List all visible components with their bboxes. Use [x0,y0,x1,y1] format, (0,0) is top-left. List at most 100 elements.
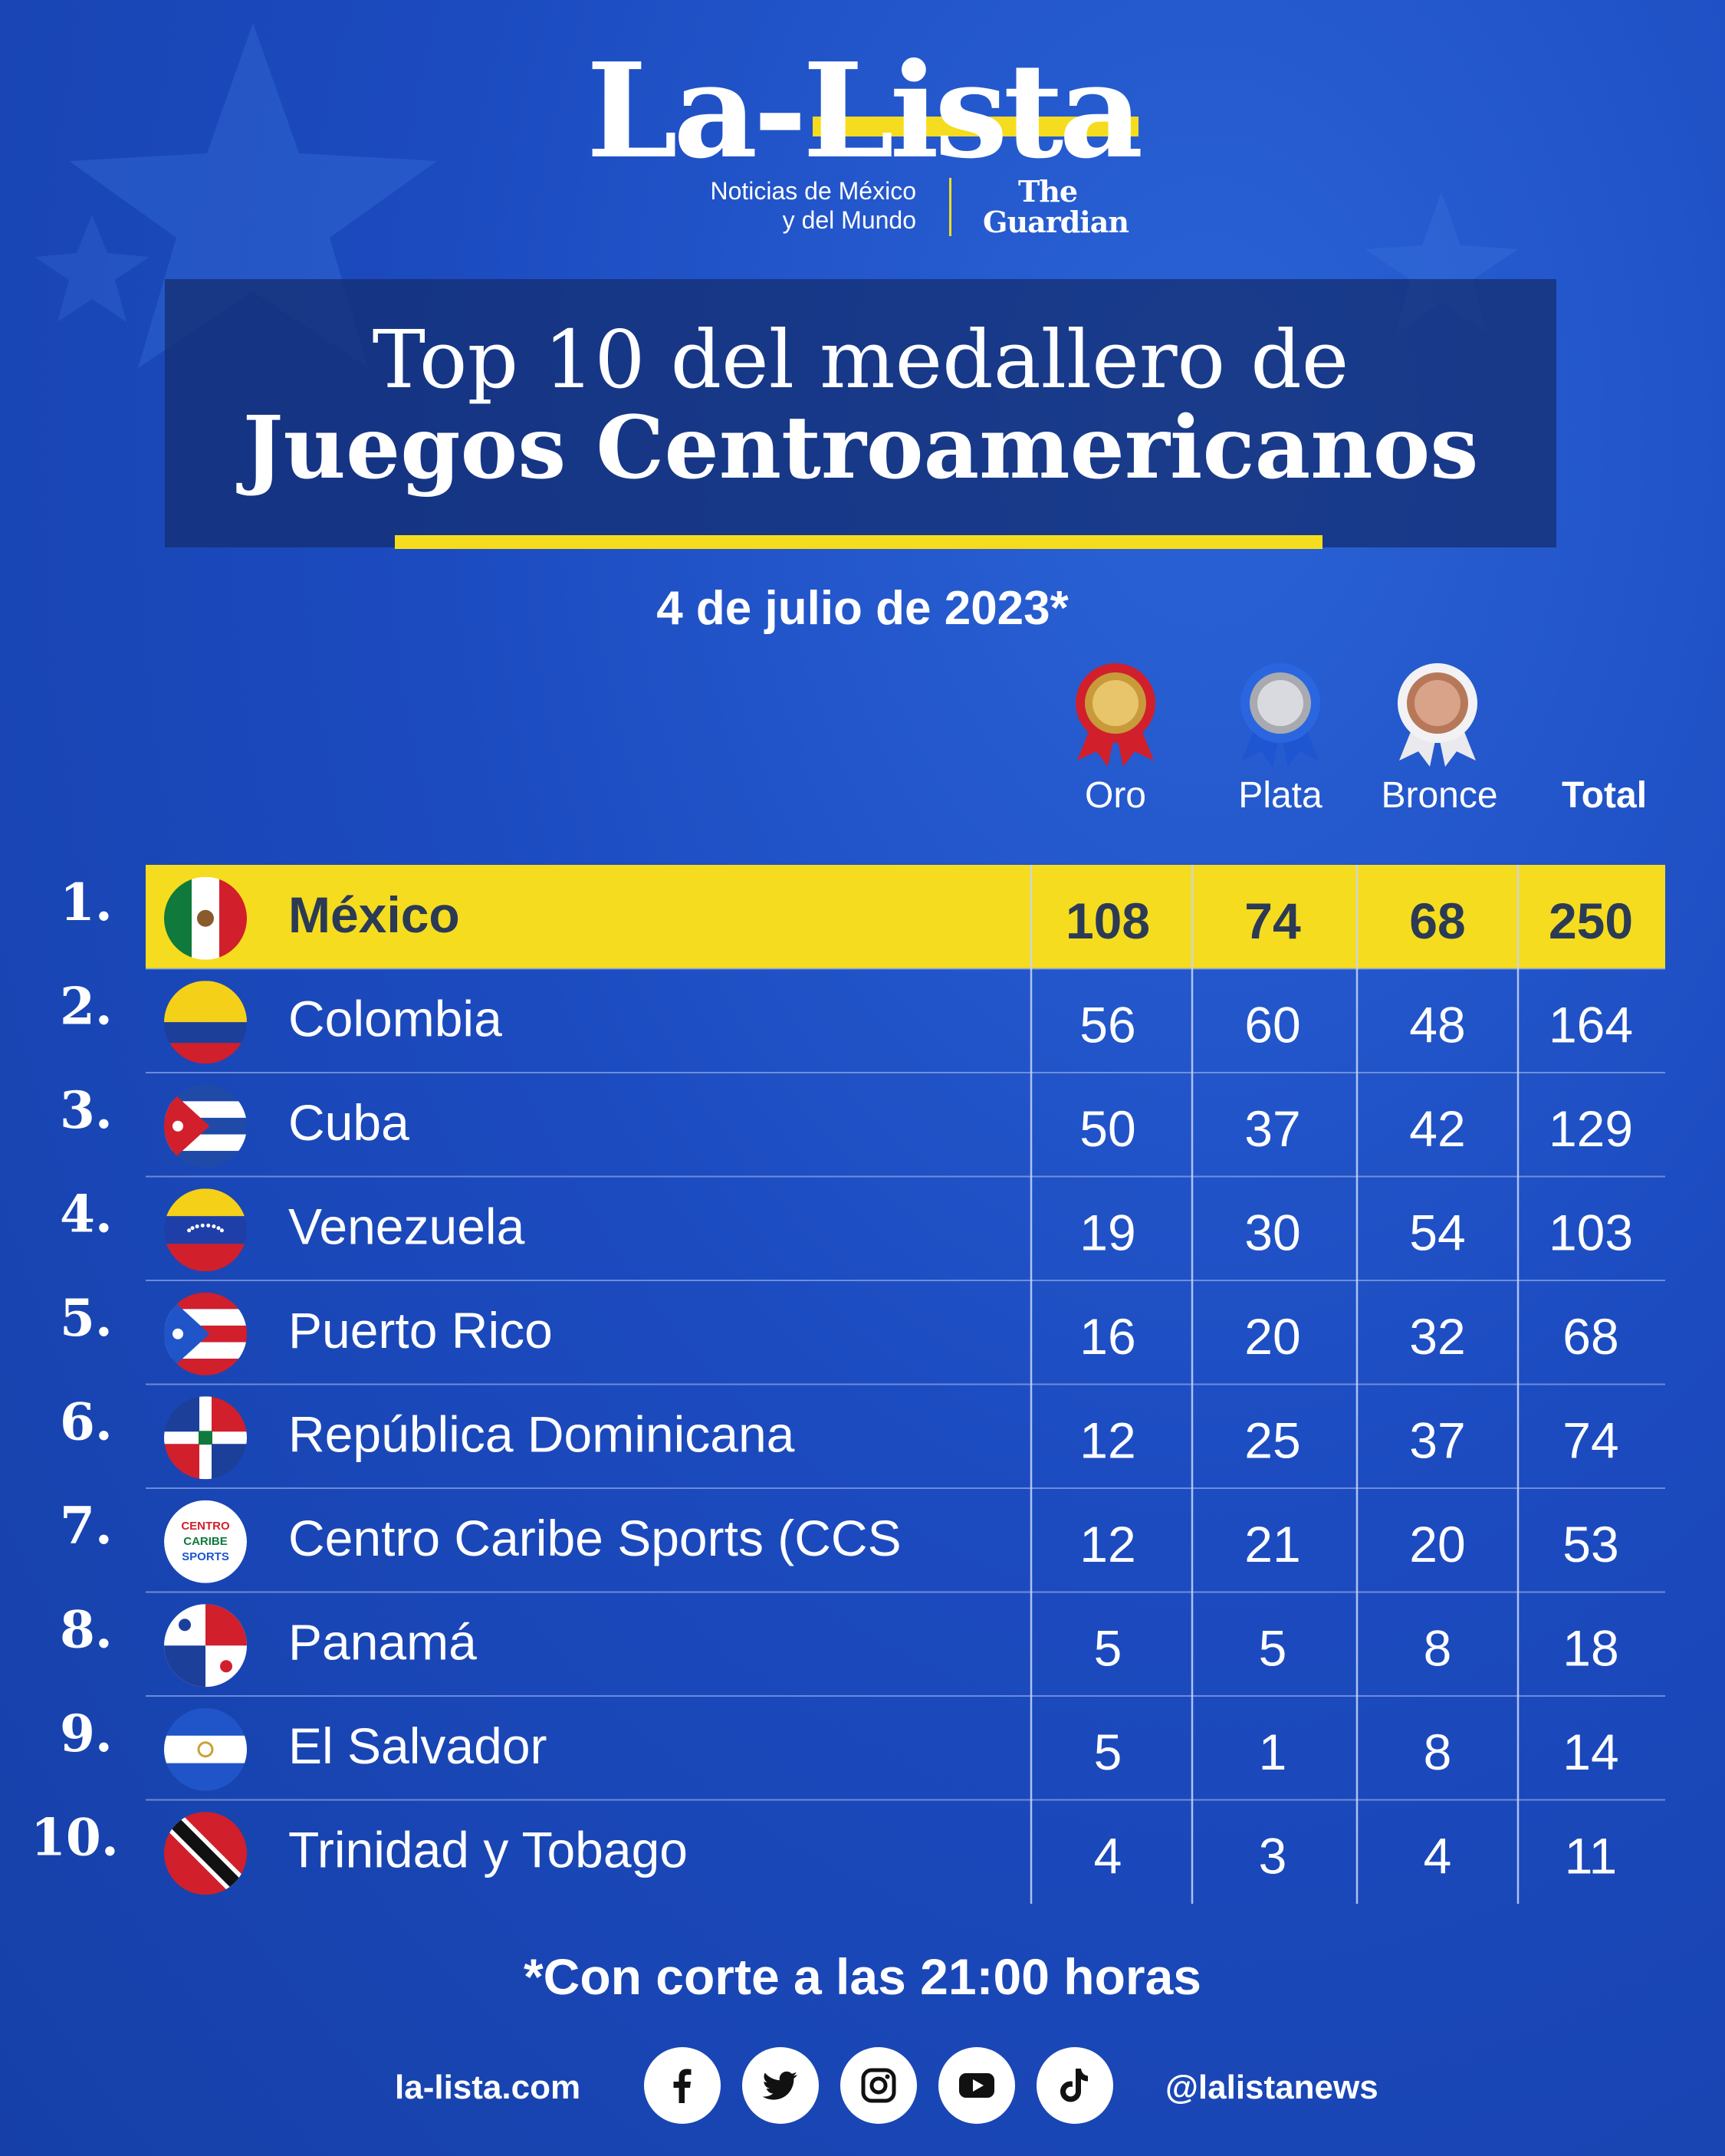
tagline-line-2: y del Mundo [782,206,916,234]
medal-count-plata: 37 [1244,1100,1300,1157]
medal-count-plata: 1 [1259,1724,1287,1780]
medal-count-plata: 3 [1259,1827,1287,1884]
country-name: Puerto Rico [288,1302,553,1359]
social-handle[interactable]: @lalistanews [1165,2069,1378,2106]
medal-count-total: 250 [1549,892,1633,949]
medal-count-plata: 5 [1259,1619,1287,1676]
rank-number: 9. [60,1704,113,1763]
trinidad-tobago-flag [164,1812,247,1895]
medal-count-bronce: 20 [1409,1516,1465,1573]
website-link[interactable]: la-lista.com [395,2069,581,2106]
medal-count-plata: 74 [1244,892,1301,949]
rank-number: 4. [60,1184,113,1244]
rank-number: 8. [60,1599,113,1659]
svg-text:CARIBE: CARIBE [183,1535,228,1548]
logo-text: La-Lista [586,35,1144,188]
twitter-icon[interactable] [742,2047,819,2124]
medal-count-plata: 30 [1244,1204,1300,1260]
rank-number: 5. [60,1288,113,1348]
tiktok-icon[interactable] [1037,2047,1113,2124]
medal-count-bronce: 8 [1424,1724,1452,1780]
ccs-logo: CENTRO CARIBE SPORTS [164,1500,247,1583]
cuba-flag [164,1084,247,1168]
rank-number: 1. [60,873,113,932]
country-name: México [288,886,460,943]
medal-count-bronce: 48 [1409,996,1465,1053]
country-name: Trinidad y Tobago [288,1821,688,1878]
medal-count-plata: 25 [1244,1412,1300,1468]
country-name: Panamá [288,1613,477,1670]
title-box: Top 10 del medallero de Juegos Centroame… [165,279,1556,547]
medal-count-total: 103 [1549,1204,1633,1260]
rank-number: 3. [60,1080,113,1140]
column-header-plata: Plata [1238,775,1322,816]
brand-logo: La-Lista [0,46,1725,176]
tagline-line-1: Noticias de México [710,177,916,205]
medal-count-bronce: 37 [1409,1412,1465,1468]
medal-count-total: 129 [1549,1100,1633,1157]
bronze-medal-icon [1398,663,1477,767]
colombia-flag [164,981,247,1064]
medal-count-plata: 60 [1244,996,1300,1053]
medal-count-total: 18 [1562,1619,1618,1676]
mexico-flag [164,876,247,960]
country-name: Colombia [288,990,502,1047]
medal-count-bronce: 68 [1409,892,1465,949]
medal-count-oro: 50 [1079,1100,1135,1157]
country-name: El Salvador [288,1717,547,1774]
medal-count-oro: 12 [1079,1516,1135,1573]
medal-count-total: 14 [1562,1724,1618,1780]
medal-count-oro: 4 [1094,1827,1122,1884]
medal-count-bronce: 4 [1424,1827,1452,1884]
facebook-icon[interactable] [644,2047,721,2124]
puerto-rico-flag [164,1292,247,1375]
guardian-logo: The Guardian [983,176,1129,238]
medal-count-oro: 12 [1079,1412,1135,1468]
youtube-icon[interactable] [938,2047,1015,2124]
brand-tagline: Noticias de México y del Mundo [710,176,916,235]
medal-count-oro: 5 [1094,1619,1122,1676]
instagram-icon[interactable] [840,2047,917,2124]
panama-flag [164,1604,247,1688]
rank-number: 2. [60,976,113,1036]
rank-number: 10. [31,1807,119,1867]
footer: la-lista.com @lalistanews [0,2047,1725,2131]
medal-count-bronce: 42 [1409,1100,1465,1157]
logo-highlight-bar [812,117,1139,136]
medal-count-plata: 21 [1244,1516,1300,1573]
column-header-oro: Oro [1084,775,1146,816]
medal-count-oro: 5 [1094,1724,1122,1780]
footnote: *Con corte a las 21:00 horas [523,1948,1202,2005]
country-name: Venezuela [288,1198,525,1254]
column-header-bronce: Bronce [1381,775,1498,816]
venezuela-flag [164,1188,247,1272]
date-label: 4 de julio de 2023* [656,582,1069,635]
medal-count-bronce: 32 [1409,1308,1465,1365]
dominican-republic-flag [164,1396,247,1480]
country-name: Centro Caribe Sports (CCS [288,1510,902,1566]
el-salvador-flag [164,1707,247,1791]
medal-count-oro: 16 [1079,1308,1135,1365]
gold-medal-icon [1076,663,1155,767]
rank-number: 7. [60,1496,113,1556]
medal-count-oro: 19 [1079,1204,1135,1260]
guardian-line-2: Guardian [983,205,1129,239]
medal-count-total: 53 [1562,1516,1618,1573]
rank-number: 6. [60,1392,113,1451]
title-underline [395,535,1322,549]
medal-count-oro: 108 [1066,892,1150,949]
country-name: República Dominicana [288,1405,795,1462]
svg-text:CENTRO: CENTRO [181,1520,230,1533]
medal-count-oro: 56 [1079,996,1135,1053]
medal-count-bronce: 8 [1424,1619,1452,1676]
svg-text:SPORTS: SPORTS [182,1550,229,1563]
brand-subline: Noticias de México y del Mundo The Guard… [0,176,1725,238]
medal-count-total: 74 [1562,1412,1618,1468]
title-line-2: Juegos Centroamericanos [242,398,1479,498]
column-header-total: Total [1561,775,1648,816]
title-line-1: Top 10 del medallero de [372,313,1349,406]
medal-count-bronce: 54 [1409,1204,1465,1260]
highlight-row-background [146,865,1665,969]
medal-count-plata: 20 [1244,1308,1300,1365]
silver-medal-icon [1240,663,1320,767]
